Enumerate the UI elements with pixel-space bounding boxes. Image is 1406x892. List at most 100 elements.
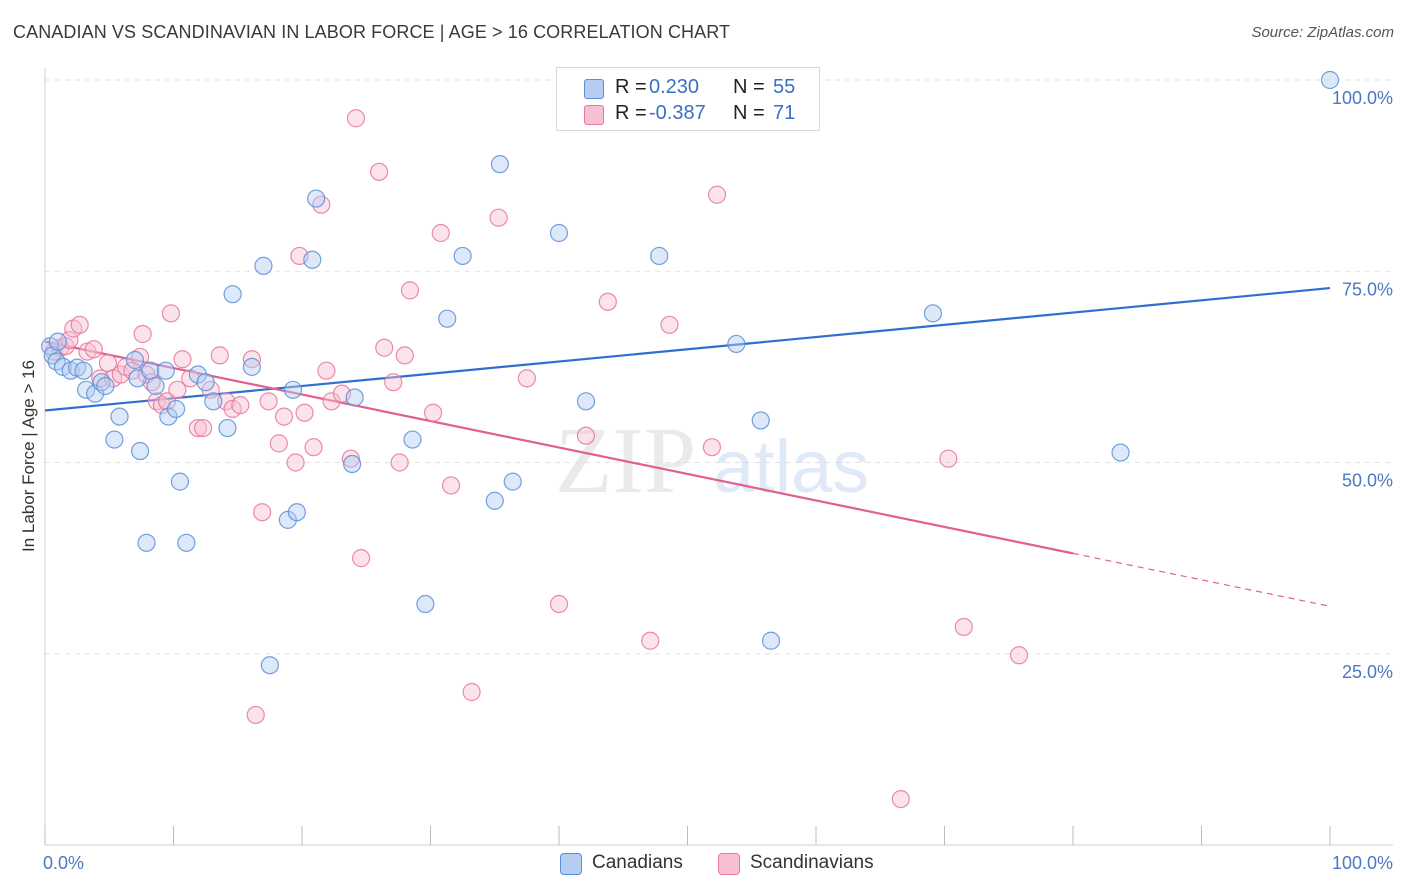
scandinavians-point bbox=[1009, 646, 1029, 665]
canadians-point bbox=[345, 388, 364, 407]
scandinavians-swatch bbox=[584, 105, 604, 125]
canadians-point bbox=[343, 454, 362, 474]
canadians-point bbox=[166, 399, 186, 419]
scandinavians-point bbox=[431, 223, 450, 243]
x-tick-label: 100.0% bbox=[1332, 853, 1393, 873]
scandinavians-point bbox=[173, 350, 192, 369]
y-tick-label: 25.0% bbox=[1342, 662, 1393, 682]
canadians-point bbox=[727, 334, 746, 354]
y-tick-label: 75.0% bbox=[1342, 279, 1393, 299]
canadians-point bbox=[218, 418, 237, 438]
canadians-point bbox=[141, 361, 160, 380]
scandinavians-point bbox=[259, 392, 278, 411]
scandinavians-point bbox=[707, 185, 727, 204]
legend-n-value: 71 bbox=[773, 102, 796, 124]
canadians-point bbox=[105, 430, 124, 449]
scandinavians-points bbox=[44, 109, 1029, 809]
scandinavians-point bbox=[274, 407, 294, 426]
canadians-point bbox=[196, 373, 215, 392]
source-label: Source: ZipAtlas.com bbox=[1251, 24, 1394, 41]
y-axis-label: In Labor Force | Age > 16 bbox=[19, 360, 38, 552]
scandinavians-point bbox=[390, 453, 409, 472]
scandinavians-point bbox=[210, 346, 229, 365]
scandinavians-point bbox=[346, 109, 366, 128]
scandinavians-point bbox=[322, 392, 341, 411]
scandinavians-point bbox=[269, 434, 288, 453]
canadians-point bbox=[125, 350, 145, 370]
legend-n-label: N = bbox=[733, 102, 765, 124]
canadians-point bbox=[156, 361, 175, 380]
legend-row-scandinavians: R = -0.387 N = 71 bbox=[557, 102, 819, 128]
legend-row-canadians: R = 0.230 N = 55 bbox=[557, 76, 819, 102]
scandinavians-point bbox=[462, 682, 481, 702]
canadians-point bbox=[403, 430, 422, 449]
canadians-point bbox=[1320, 70, 1340, 90]
y-tick-label: 50.0% bbox=[1342, 471, 1393, 491]
scandinavians-legend-label: Scandinavians bbox=[750, 852, 874, 873]
scandinavians-trend-line bbox=[44, 340, 1074, 555]
legend-r-label: R = bbox=[615, 76, 647, 98]
series-legend: Canadians Scandinavians bbox=[0, 852, 1406, 878]
scandinavians-point bbox=[295, 403, 314, 422]
x-tick-labels: 0.0% 100.0% bbox=[43, 853, 1393, 873]
scandinavians-point bbox=[549, 594, 569, 614]
canadians-point bbox=[307, 189, 326, 208]
scandinavians-point bbox=[84, 340, 103, 359]
canadians-point bbox=[177, 533, 196, 552]
scandinavians-point bbox=[352, 549, 371, 568]
canadians-point bbox=[1111, 443, 1130, 462]
scandinavians-point bbox=[60, 331, 79, 350]
scandinavians-point bbox=[702, 438, 722, 457]
canadians-point bbox=[86, 384, 105, 403]
scandinavians-point bbox=[576, 426, 596, 445]
canadians-point bbox=[77, 380, 96, 399]
scandinavians-point bbox=[133, 324, 152, 344]
canadians-point bbox=[453, 246, 472, 266]
canadians-point bbox=[576, 392, 596, 411]
scandinavians-point bbox=[242, 350, 261, 369]
scandinavians-point bbox=[660, 315, 679, 334]
canadians-point bbox=[503, 472, 522, 491]
legend-r-label: R = bbox=[615, 102, 647, 124]
canadians-point bbox=[74, 361, 93, 380]
trend-lines bbox=[44, 286, 1331, 607]
canadians-point bbox=[223, 285, 242, 304]
canadians-point bbox=[137, 533, 156, 552]
scandinavians-point bbox=[423, 403, 443, 422]
canadians-legend-swatch bbox=[560, 853, 582, 875]
chart-title: CANADIAN VS SCANDINAVIAN IN LABOR FORCE … bbox=[13, 22, 731, 42]
canadians-point bbox=[96, 376, 115, 396]
scandinavians-point bbox=[231, 396, 250, 415]
scandinavians-point bbox=[489, 208, 508, 227]
scandinavians-point bbox=[641, 631, 660, 650]
x-tick-label: 0.0% bbox=[43, 853, 84, 873]
scandinavians-point bbox=[598, 292, 617, 311]
canadians-point bbox=[242, 357, 261, 376]
canadians-point bbox=[283, 380, 303, 399]
watermark: ZIP atlas bbox=[555, 409, 869, 513]
canadians-point bbox=[188, 365, 208, 384]
legend-n-value: 55 bbox=[773, 76, 796, 98]
scandinavians-point bbox=[370, 162, 389, 181]
scandinavians-point bbox=[400, 281, 420, 300]
canadians-point bbox=[751, 411, 770, 430]
canadians-point bbox=[48, 332, 67, 351]
scandinavians-point bbox=[375, 338, 394, 357]
y-tick-labels: 25.0% 50.0% 75.0% 100.0% bbox=[1332, 88, 1393, 682]
canadians-point bbox=[923, 304, 943, 323]
scandinavians-point bbox=[517, 369, 536, 388]
canadians-point bbox=[287, 503, 306, 522]
axes bbox=[44, 68, 1393, 846]
canadians-point bbox=[254, 256, 273, 275]
scandinavians-point bbox=[891, 789, 910, 809]
canadians-point bbox=[438, 309, 457, 328]
scandinavians-point bbox=[168, 380, 187, 399]
scandinavians-point bbox=[304, 438, 323, 457]
scandinavians-point bbox=[246, 705, 265, 725]
canadians-point bbox=[303, 250, 322, 269]
scandinavians-point bbox=[130, 347, 150, 367]
canadians-point bbox=[260, 656, 279, 675]
canadians-point bbox=[204, 392, 223, 411]
canadians-point bbox=[490, 155, 509, 174]
